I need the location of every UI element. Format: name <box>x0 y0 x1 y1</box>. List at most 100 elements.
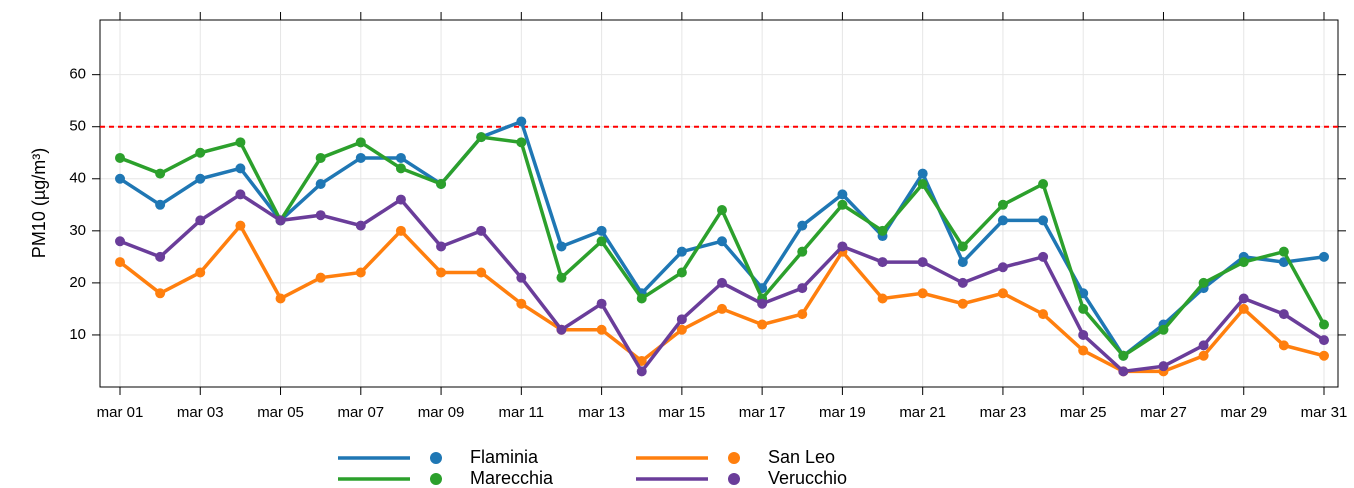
data-point <box>195 267 206 278</box>
data-point <box>1198 350 1209 361</box>
data-point <box>717 277 727 288</box>
data-point <box>676 314 687 325</box>
data-point <box>1078 303 1089 314</box>
data-point <box>917 168 928 179</box>
data-point <box>1158 361 1169 372</box>
data-point <box>676 324 687 335</box>
data-point <box>355 152 366 163</box>
data-point <box>1158 324 1169 335</box>
data-point <box>516 272 527 283</box>
x-tick-label: mar 01 <box>97 404 144 421</box>
data-point <box>195 215 206 226</box>
series-line <box>118 222 1325 374</box>
x-tick-label: mar 13 <box>578 404 625 421</box>
data-point <box>115 173 125 184</box>
data-point <box>757 298 768 309</box>
series-line <box>119 135 1326 359</box>
legend-marker <box>728 452 740 464</box>
data-point <box>476 225 487 236</box>
data-point <box>917 178 928 189</box>
data-point <box>1319 319 1329 330</box>
data-point <box>275 215 286 226</box>
data-point <box>837 241 848 252</box>
data-point <box>395 152 406 163</box>
data-point <box>1238 257 1249 268</box>
legend-label: Marecchia <box>470 468 554 488</box>
data-point <box>877 257 888 268</box>
data-point <box>1198 340 1209 351</box>
legend-marker <box>430 473 442 485</box>
data-point <box>997 199 1008 210</box>
x-tick-label: mar 17 <box>739 404 786 421</box>
y-tick-label: 60 <box>69 66 86 83</box>
data-point <box>837 189 848 200</box>
data-point <box>717 236 727 247</box>
data-point <box>1038 215 1049 226</box>
data-point <box>355 137 366 148</box>
data-point <box>757 319 768 330</box>
data-point <box>195 147 206 158</box>
data-point <box>516 116 527 127</box>
data-point <box>917 257 928 268</box>
data-point <box>1319 350 1329 361</box>
data-point <box>797 220 808 231</box>
data-point <box>717 205 727 216</box>
data-point <box>957 257 968 268</box>
data-point <box>436 267 447 278</box>
data-point <box>395 194 406 205</box>
x-tick-label: mar 07 <box>337 404 384 421</box>
legend-label: San Leo <box>768 447 835 467</box>
data-point <box>395 163 406 174</box>
data-point <box>957 277 968 288</box>
data-point <box>516 298 527 309</box>
data-point <box>1319 251 1329 262</box>
data-point <box>195 173 206 184</box>
data-point <box>837 199 848 210</box>
legend-label: Flaminia <box>470 447 539 467</box>
x-tick-label: mar 23 <box>980 404 1027 421</box>
x-tick-label: mar 09 <box>418 404 465 421</box>
data-point <box>395 225 406 236</box>
data-point <box>516 137 527 148</box>
data-point <box>797 309 808 320</box>
data-point <box>1198 277 1209 288</box>
data-point <box>917 288 928 299</box>
x-tick-label: mar 05 <box>257 404 304 421</box>
data-point <box>476 267 487 278</box>
data-point <box>1118 366 1129 377</box>
data-point <box>1078 345 1089 356</box>
data-point <box>315 272 326 283</box>
data-point <box>235 189 246 200</box>
data-point <box>1078 329 1089 340</box>
data-point <box>1278 340 1289 351</box>
data-point <box>315 210 326 221</box>
data-point <box>235 137 246 148</box>
data-point <box>596 225 607 236</box>
data-point <box>1238 303 1249 314</box>
data-point <box>596 236 607 247</box>
data-point <box>636 293 647 304</box>
data-point <box>676 267 687 278</box>
data-point <box>1038 309 1049 320</box>
data-point <box>1238 293 1249 304</box>
data-point <box>235 220 246 231</box>
data-point <box>155 168 166 179</box>
data-point <box>556 324 567 335</box>
legend-label: Verucchio <box>768 468 847 488</box>
data-point <box>476 132 487 143</box>
data-point <box>1319 335 1329 346</box>
data-point <box>556 241 567 252</box>
data-point <box>1118 350 1129 361</box>
data-point <box>877 225 888 236</box>
data-point <box>877 293 888 304</box>
data-point <box>1038 251 1049 262</box>
y-tick-label: 20 <box>69 274 86 291</box>
data-point <box>797 246 808 257</box>
data-point <box>997 215 1008 226</box>
data-point <box>155 199 166 210</box>
x-tick-label: mar 27 <box>1140 404 1187 421</box>
data-point <box>997 288 1008 299</box>
data-point <box>235 163 246 174</box>
data-point <box>717 303 727 314</box>
